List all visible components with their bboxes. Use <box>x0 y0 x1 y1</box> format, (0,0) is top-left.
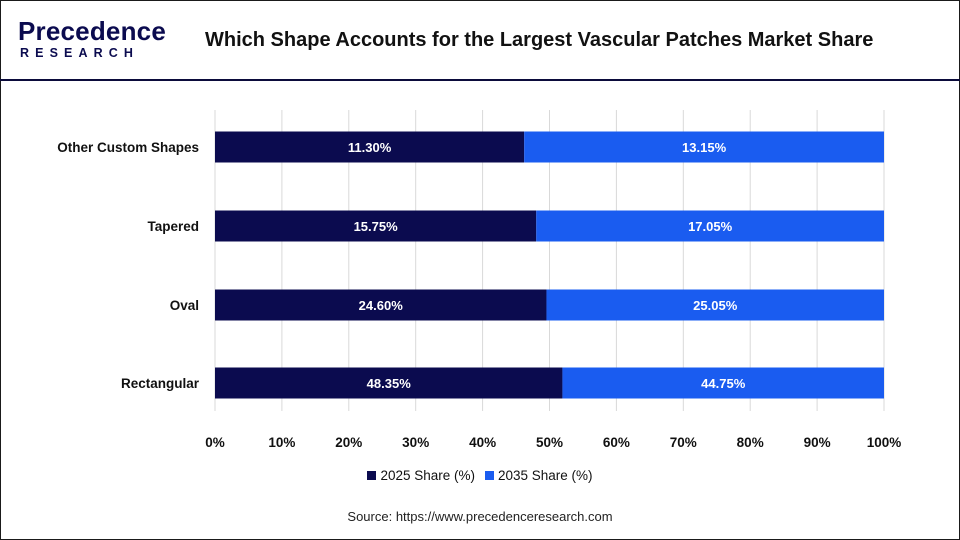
category-label: Oval <box>170 298 199 313</box>
logo-subtext: RESEARCH <box>20 46 139 60</box>
bar-2035 <box>562 367 884 399</box>
chart-title: Which Shape Accounts for the Largest Vas… <box>205 29 874 51</box>
legend-label-2035: 2035 Share (%) <box>498 468 593 483</box>
bar-2035 <box>546 289 884 321</box>
data-label: 13.15% <box>682 140 727 155</box>
data-label: 48.35% <box>367 376 412 391</box>
x-tick-label: 40% <box>469 435 496 450</box>
x-tick-label: 90% <box>804 435 831 450</box>
bar-2035 <box>524 131 884 163</box>
header: Precedence RESEARCH Which Shape Accounts… <box>0 0 960 80</box>
data-label: 17.05% <box>688 219 733 234</box>
bar-2025 <box>215 210 537 242</box>
legend-swatch-2035 <box>485 471 494 480</box>
x-tick-label: 20% <box>335 435 362 450</box>
bar-2025 <box>215 289 547 321</box>
x-tick-label: 0% <box>205 435 225 450</box>
legend-swatch-2025 <box>367 471 377 480</box>
x-tick-label: 30% <box>402 435 429 450</box>
x-tick-label: 50% <box>536 435 563 450</box>
header-divider <box>0 79 960 81</box>
logo-wordmark: Precedence <box>18 16 166 46</box>
legend-item-2025: 2025 Share (%) <box>367 468 475 483</box>
category-label: Rectangular <box>121 376 200 391</box>
data-label: 25.05% <box>693 298 738 313</box>
legend-item-2035: 2035 Share (%) <box>485 468 593 483</box>
data-label: 24.60% <box>359 298 404 313</box>
bar-2025 <box>215 131 525 163</box>
category-label: Other Custom Shapes <box>57 140 199 155</box>
category-label: Tapered <box>147 219 199 234</box>
legend-label-2025: 2025 Share (%) <box>380 468 475 483</box>
data-label: 11.30% <box>348 140 392 155</box>
source-note: Source: https://www.precedenceresearch.c… <box>347 509 613 524</box>
x-tick-label: 60% <box>603 435 630 450</box>
x-tick-label: 100% <box>867 435 902 450</box>
bar-2025 <box>215 367 563 399</box>
stacked-bar-chart: 11.30% 13.15% Other Custom Shapes 15.75% 17.… <box>57 110 902 450</box>
bar-2035 <box>536 210 884 242</box>
x-tick-label: 10% <box>268 435 295 450</box>
precedence-research-logo: Precedence RESEARCH <box>18 18 166 62</box>
data-label: 44.75% <box>701 376 746 391</box>
legend: 2025 Share (%) 2035 Share (%) <box>0 468 960 483</box>
data-label: 15.75% <box>354 219 399 234</box>
x-tick-label: 80% <box>737 435 764 450</box>
x-tick-label: 70% <box>670 435 697 450</box>
